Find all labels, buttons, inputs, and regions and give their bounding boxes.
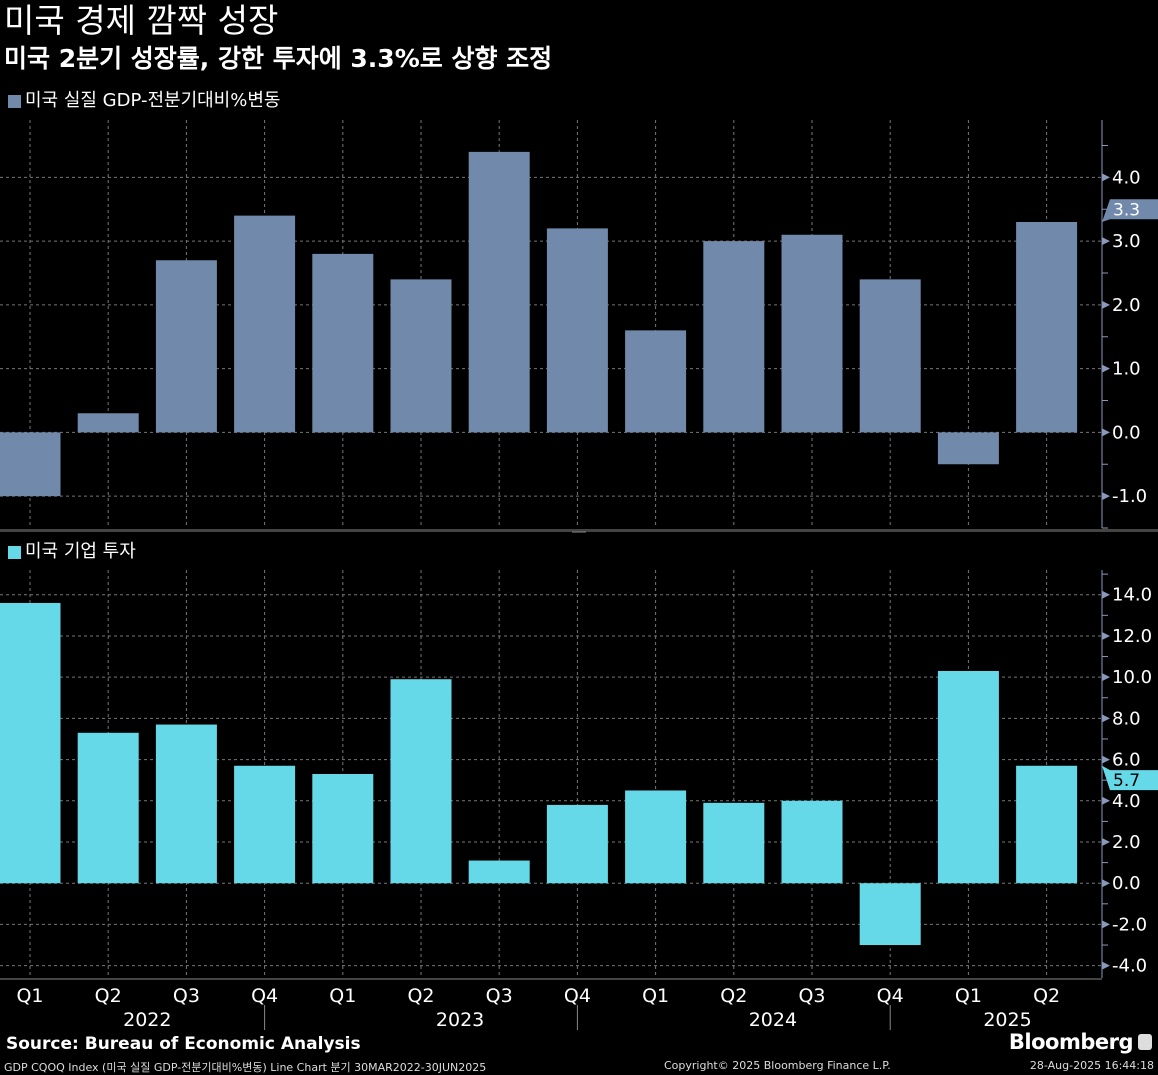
x-tick-label: Q3 — [173, 985, 200, 1007]
y-axis-tick — [1102, 590, 1110, 599]
y-tick-label: -2.0 — [1112, 914, 1147, 935]
legend-swatch — [8, 94, 21, 108]
bar — [0, 432, 61, 497]
y-axis-tick — [1102, 237, 1110, 246]
legend-label: 미국 기업 투자 — [25, 541, 136, 562]
last-value-tag — [1102, 199, 1158, 222]
y-axis-tick — [1102, 961, 1110, 970]
y-tick-label: 14.0 — [1112, 585, 1152, 606]
legend-investment: 미국 기업 투자 — [8, 541, 136, 563]
bar — [859, 883, 921, 946]
bar — [703, 802, 765, 884]
x-year-label: 2023 — [436, 1009, 484, 1031]
last-value-label: 3.3 — [1113, 200, 1140, 220]
x-tick-label: Q4 — [877, 985, 904, 1007]
chart-subtitle: 미국 2분기 성장률, 강한 투자에 3.3%로 상향 조정 — [4, 44, 553, 73]
copyright: Copyright© 2025 Bloomberg Finance L.P. — [664, 1059, 891, 1072]
legend-swatch — [8, 545, 21, 559]
bar — [155, 724, 217, 884]
x-year-label: 2022 — [123, 1009, 171, 1031]
panel-divider — [0, 529, 1158, 532]
y-axis-tick — [1102, 631, 1110, 640]
bar — [468, 151, 530, 433]
legend-label: 미국 실질 GDP-전분기대비%변동 — [25, 90, 281, 111]
footnote: GDP CQOQ Index (미국 실질 GDP-전분기대비%변동) Line… — [4, 1061, 487, 1074]
y-axis-tick — [1102, 492, 1110, 501]
timestamp: 28-Aug-2025 16:44:18 — [1029, 1059, 1154, 1072]
x-tick-label: Q4 — [564, 985, 591, 1007]
bar — [937, 670, 999, 884]
y-tick-label: 10.0 — [1112, 667, 1152, 688]
x-tick-label: Q2 — [1033, 985, 1060, 1007]
legend-gdp: 미국 실질 GDP-전분기대비%변동 — [8, 90, 280, 112]
y-axis-tick — [1102, 838, 1110, 846]
bar — [312, 253, 374, 433]
bar — [937, 432, 999, 465]
y-axis-tick — [1102, 364, 1110, 373]
y-tick-label: 0.0 — [1112, 422, 1141, 443]
y-axis-tick — [1102, 920, 1110, 929]
bar — [781, 800, 843, 884]
bar — [625, 790, 687, 884]
bar — [1016, 765, 1078, 884]
bloomberg-chat-icon — [1138, 1034, 1152, 1050]
y-tick-label: 2.0 — [1112, 832, 1141, 853]
y-tick-label: 2.0 — [1112, 295, 1141, 316]
x-tick-label: Q1 — [642, 985, 669, 1007]
bar — [625, 330, 687, 433]
source-note: Source: Bureau of Economic Analysis — [6, 1034, 361, 1054]
y-axis-tick — [1102, 879, 1110, 888]
bloomberg-logo: Bloomberg — [1009, 1030, 1152, 1054]
y-axis-tick — [1102, 755, 1110, 764]
y-tick-label: -4.0 — [1112, 956, 1147, 977]
bar — [781, 234, 843, 433]
x-tick-label: Q1 — [16, 985, 43, 1007]
x-year-label: 2025 — [983, 1009, 1031, 1031]
bar — [234, 765, 296, 884]
x-tick-label: Q2 — [720, 985, 747, 1007]
chart-title: 미국 경제 깜짝 성장 — [4, 1, 279, 40]
x-tick-label: Q2 — [95, 985, 122, 1007]
y-axis-tick — [1102, 173, 1110, 182]
y-tick-label: 3.0 — [1112, 231, 1141, 252]
bar — [312, 774, 374, 884]
x-tick-label: Q1 — [329, 985, 356, 1007]
y-tick-label: 8.0 — [1112, 708, 1141, 729]
bar — [468, 860, 530, 884]
x-tick-label: Q3 — [798, 985, 825, 1007]
x-year-label: 2024 — [749, 1009, 797, 1031]
y-tick-label: 12.0 — [1112, 626, 1152, 647]
logo-text: Bloomberg — [1008, 1030, 1134, 1054]
x-tick-label: Q3 — [486, 985, 513, 1007]
bar — [390, 279, 452, 433]
bar — [234, 215, 296, 433]
bar — [390, 679, 452, 884]
bar — [77, 732, 139, 884]
y-tick-label: 1.0 — [1112, 359, 1141, 380]
bar — [703, 241, 765, 433]
y-tick-label: 6.0 — [1112, 750, 1141, 771]
x-tick-label: Q2 — [407, 985, 434, 1007]
x-tick-label: Q1 — [955, 985, 982, 1007]
y-axis-tick — [1102, 428, 1110, 437]
bar — [546, 228, 608, 433]
y-tick-label: -1.0 — [1112, 486, 1147, 507]
y-axis-tick — [1102, 673, 1110, 682]
bar — [0, 602, 61, 884]
last-value-label: 5.7 — [1113, 771, 1140, 791]
y-tick-label: 0.0 — [1112, 873, 1141, 894]
bar — [155, 260, 217, 433]
bar — [859, 279, 921, 433]
last-value-tag — [1102, 765, 1158, 791]
bar — [546, 804, 608, 884]
bar — [1016, 222, 1078, 433]
bar — [77, 413, 139, 433]
y-tick-label: 4.0 — [1112, 791, 1141, 812]
y-axis-tick — [1102, 300, 1110, 309]
y-axis-tick — [1102, 796, 1110, 805]
y-tick-label: 4.0 — [1112, 167, 1141, 188]
y-axis-tick — [1102, 714, 1110, 723]
x-tick-label: Q4 — [251, 985, 278, 1007]
chart-canvas: -1.0 0.0 1.0 2.0 3.0 4.0 3.3 -4.0 -2.0 0.0 2.0 4.0 6… — [0, 120, 1158, 1031]
